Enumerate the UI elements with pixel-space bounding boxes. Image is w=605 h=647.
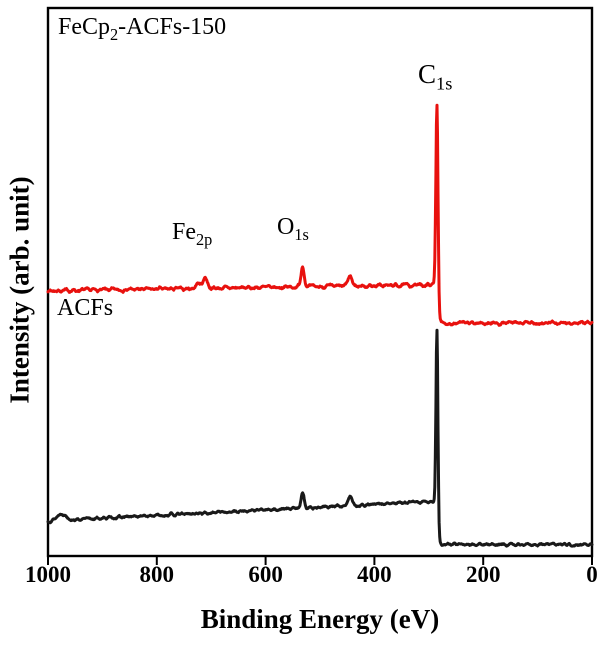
x-tick-label: 1000 (25, 562, 71, 587)
annotation-o1s-sub: 1s (294, 224, 309, 244)
annotation-fe2p-base: Fe (172, 219, 196, 245)
x-tick-label: 400 (357, 562, 392, 587)
annotation-acfs-series-label: ACFs (57, 295, 114, 321)
x-axis-title: Binding Energy (eV) (200, 604, 440, 634)
annotation-c1s-peak: C1s (418, 59, 453, 94)
y-axis-title: Intensity (arb. unit) (4, 176, 35, 404)
annotation-fe2p-sub: 2p (196, 229, 213, 249)
annotation-o1s-base: O (277, 214, 295, 240)
annotation-sample-title-pre: FeCp (58, 14, 111, 40)
annotation-c1s-base: C (418, 59, 437, 89)
annotation-sample-title: FeCp2-ACFs-150 (58, 14, 226, 44)
plot-frame (46, 6, 594, 558)
annotation-sample-title-sub: 2 (110, 24, 119, 44)
annotation-fe2p-peak: Fe2p (172, 219, 212, 249)
x-tick-label: 0 (586, 562, 598, 587)
x-tick-label: 600 (248, 562, 283, 587)
annotation-o1s-peak: O1s (277, 214, 309, 244)
x-tick-label: 200 (465, 562, 501, 587)
annotation-sample-title-post: -ACFs-150 (118, 14, 227, 40)
curve-ACFs (46, 328, 594, 548)
annotation-c1s-sub: 1s (436, 73, 453, 94)
x-tick-label: 800 (139, 562, 175, 587)
curve-FeCp2-ACFs-150 (46, 103, 594, 327)
